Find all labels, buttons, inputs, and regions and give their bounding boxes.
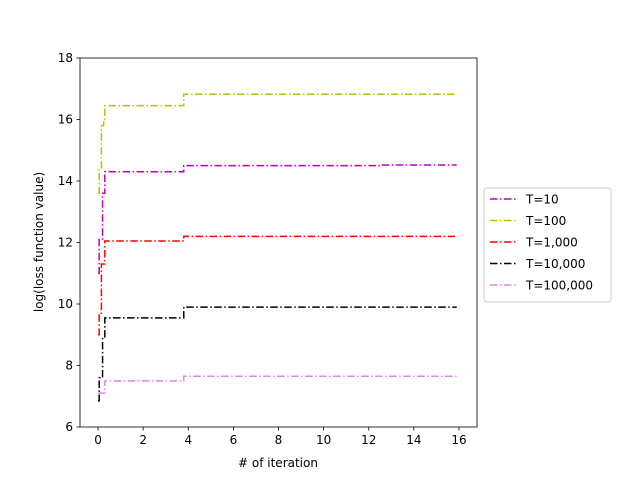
y-tick-label: 12 <box>58 236 73 250</box>
y-axis-label: log(loss function value) <box>32 172 46 312</box>
x-tick-label: 12 <box>361 433 376 447</box>
x-tick-label: 2 <box>139 433 147 447</box>
y-tick-label: 14 <box>58 174 73 188</box>
x-tick-label: 8 <box>275 433 283 447</box>
legend-box <box>483 187 612 303</box>
x-tick-label: 0 <box>94 433 102 447</box>
plot-area <box>98 93 457 402</box>
x-tick-label: 14 <box>406 433 421 447</box>
y-tick-label: 16 <box>58 113 73 127</box>
series-line-5 <box>98 375 457 394</box>
axes-frame <box>79 57 478 428</box>
series-line-3 <box>98 235 457 336</box>
x-tick-label: 10 <box>316 433 331 447</box>
y-tick-label: 18 <box>58 51 73 65</box>
y-tick-label: 10 <box>58 297 73 311</box>
series-line-2 <box>98 93 457 195</box>
series-line-1 <box>98 164 457 274</box>
x-axis-label: # of iteration <box>238 456 318 470</box>
x-tick-label: 4 <box>184 433 192 447</box>
legend-label-3: T=1,000 <box>525 236 578 250</box>
series-line-4 <box>98 306 457 402</box>
legend: T=10 T=100 T=1,000 T=10,000 T=100,000 <box>483 187 612 303</box>
legend-label-5: T=100,000 <box>525 279 593 293</box>
x-tick-label: 16 <box>451 433 466 447</box>
legend-label-2: T=100 <box>525 214 566 228</box>
y-tick-label: 8 <box>65 359 73 373</box>
legend-label-4: T=10,000 <box>525 257 585 271</box>
legend-label-1: T=10 <box>525 193 559 207</box>
axes: 0 2 4 6 8 10 12 14 16 6 8 10 12 14 16 18 <box>58 51 478 447</box>
y-tick-label: 6 <box>65 420 73 434</box>
x-tick-label: 6 <box>230 433 238 447</box>
